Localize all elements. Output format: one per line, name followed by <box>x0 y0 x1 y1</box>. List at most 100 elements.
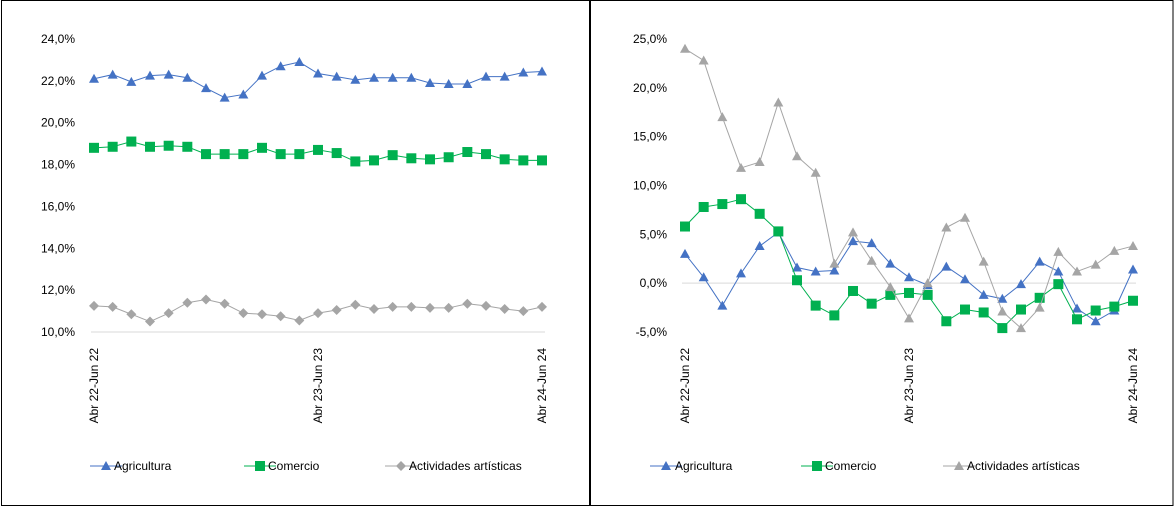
x-tick-label: Abr 24-Jun 24 <box>535 348 549 424</box>
data-point <box>201 83 211 93</box>
y-tick-label: 10,0% <box>633 179 667 193</box>
y-tick-label: 24,0% <box>41 32 75 46</box>
data-point <box>1016 304 1026 315</box>
data-point <box>922 289 933 300</box>
data-point <box>275 311 286 322</box>
data-point <box>717 300 728 310</box>
y-tick-label: 22,0% <box>41 74 75 88</box>
legend-label: Agricultura <box>675 459 733 473</box>
data-point <box>481 149 491 160</box>
data-point <box>810 300 821 311</box>
data-point <box>163 308 174 319</box>
data-point <box>1128 295 1138 306</box>
y-tick-label: 25,0% <box>633 32 667 46</box>
data-point <box>1072 314 1082 325</box>
legend-label: Agricultura <box>114 459 172 473</box>
data-point <box>866 298 877 309</box>
series-2 <box>680 194 1138 334</box>
legend-marker <box>101 461 111 470</box>
data-point <box>499 71 510 81</box>
data-point <box>978 256 989 266</box>
data-point <box>238 308 249 319</box>
x-tick-label: Abr 22-Jun 22 <box>678 348 692 424</box>
data-point <box>1053 266 1064 276</box>
data-point <box>754 208 765 219</box>
data-point <box>145 316 155 327</box>
data-point <box>107 69 118 79</box>
data-point <box>754 241 765 251</box>
data-point <box>960 274 970 284</box>
data-point <box>960 304 970 315</box>
data-point <box>163 140 174 151</box>
y-tick-label: 5,0% <box>640 227 668 241</box>
data-point <box>848 227 858 237</box>
data-point <box>350 299 361 310</box>
data-point <box>163 69 174 79</box>
data-point <box>387 150 398 161</box>
data-point <box>773 226 784 237</box>
data-point <box>406 72 417 82</box>
data-point <box>698 201 709 212</box>
data-point <box>773 97 784 107</box>
data-point <box>754 157 765 167</box>
data-point <box>350 156 361 167</box>
data-point <box>387 301 398 312</box>
data-point <box>736 162 746 172</box>
y-tick-label: 15,0% <box>633 130 667 144</box>
data-point <box>941 261 952 271</box>
data-point <box>810 266 821 276</box>
data-point <box>443 302 454 313</box>
data-point <box>1090 316 1101 326</box>
legend-marker <box>661 461 671 470</box>
data-point <box>145 70 155 80</box>
data-point <box>369 72 379 82</box>
data-point <box>107 301 118 312</box>
data-point <box>294 57 305 67</box>
data-point <box>201 294 211 305</box>
data-point <box>350 74 361 84</box>
data-point <box>866 255 877 265</box>
data-point <box>425 77 435 87</box>
series-1 <box>89 57 547 102</box>
y-tick-label: 14,0% <box>41 241 75 255</box>
data-point <box>792 151 802 161</box>
legend-marker <box>255 461 265 471</box>
data-point <box>182 141 193 152</box>
data-point <box>257 142 267 153</box>
data-point <box>997 323 1008 334</box>
data-point <box>941 316 952 327</box>
data-point <box>499 303 510 314</box>
data-point <box>829 258 840 268</box>
data-point <box>829 310 840 321</box>
data-point <box>1016 279 1026 289</box>
data-point <box>238 89 249 99</box>
data-point <box>89 300 99 311</box>
data-point <box>425 154 435 165</box>
data-point <box>866 238 877 248</box>
legend-entry: Agricultura <box>90 459 172 473</box>
data-point <box>698 272 709 282</box>
right-chart: 25,0% 20,0% 15,0% 10,0% 5,0% 0,0% -5,0% Abr 22-… <box>590 0 1174 506</box>
data-point <box>182 297 193 308</box>
data-point <box>1109 301 1120 312</box>
legend-entry: Actividades artísticas <box>385 459 522 473</box>
data-point <box>275 61 286 71</box>
legend-label: Actividades artísticas <box>967 459 1080 473</box>
data-point <box>406 153 417 164</box>
left-chart-panel: 24,0% 22,0% 20,0% 18,0% 16,0% 14,0% 12,0% 10,0%… <box>0 0 590 506</box>
x-tick-label: Abr 24-Jun 24 <box>1126 348 1140 424</box>
data-point <box>219 92 230 102</box>
legend-label: Comercio <box>825 459 877 473</box>
legend-marker <box>812 461 822 471</box>
data-point <box>698 55 709 65</box>
data-point <box>425 302 435 313</box>
data-point <box>680 248 690 258</box>
data-point <box>829 265 840 275</box>
series-2 <box>89 136 547 167</box>
y-tick-label: 10,0% <box>41 325 75 339</box>
data-point <box>810 167 821 177</box>
data-point <box>1053 246 1064 256</box>
x-tick-label: Abr 22-Jun 22 <box>87 348 101 424</box>
data-point <box>904 272 914 282</box>
data-point <box>1034 302 1045 312</box>
